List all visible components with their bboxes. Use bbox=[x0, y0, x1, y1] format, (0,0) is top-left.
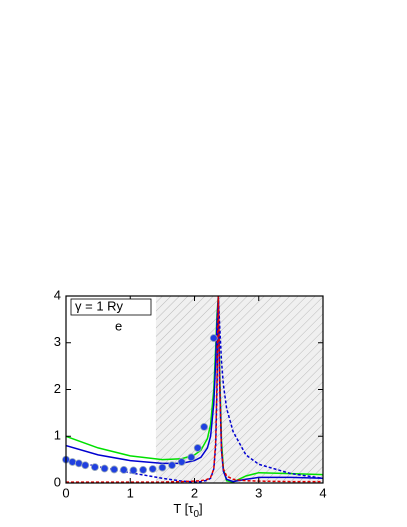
scatter-point bbox=[91, 463, 99, 472]
scatter-point bbox=[193, 444, 202, 452]
legend-box bbox=[70, 298, 152, 316]
x-axis-label: T [τ0] bbox=[173, 501, 202, 519]
scatter-point bbox=[177, 458, 186, 466]
x-tick-label: 3 bbox=[255, 485, 262, 500]
scatter-point bbox=[119, 466, 128, 474]
scatter-point bbox=[100, 464, 109, 473]
scatter-point bbox=[148, 465, 157, 473]
scatter-point bbox=[200, 422, 209, 431]
scatter-point bbox=[209, 334, 218, 342]
annotation: γ = 1 Ry bbox=[75, 298, 124, 313]
scatter-point bbox=[68, 458, 77, 466]
annotation: e bbox=[115, 318, 122, 333]
scatter-point bbox=[81, 461, 90, 470]
shaded-region bbox=[155, 296, 323, 483]
scatter-point bbox=[110, 465, 119, 474]
x-tick-label: 0 bbox=[62, 485, 69, 500]
y-tick-label: 1 bbox=[54, 428, 61, 443]
scatter-point bbox=[168, 461, 176, 470]
series-line bbox=[66, 295, 323, 483]
y-tick-label: 2 bbox=[54, 381, 61, 396]
x-label-end: ] bbox=[199, 501, 203, 516]
scatter-point bbox=[139, 466, 148, 474]
scatter-point bbox=[187, 453, 196, 462]
x-tick-label: 1 bbox=[127, 485, 134, 500]
x-label-sub: 0 bbox=[193, 509, 199, 520]
scatter-point bbox=[74, 459, 83, 468]
x-tick-label: 4 bbox=[319, 485, 326, 500]
y-tick-label: 0 bbox=[54, 474, 61, 489]
series-line bbox=[66, 295, 323, 483]
y-tick-label: 3 bbox=[54, 334, 61, 349]
x-label-main: T [τ bbox=[173, 501, 194, 516]
x-tick-label: 2 bbox=[191, 485, 198, 500]
scatter-point bbox=[129, 466, 138, 475]
y-tick-label: 4 bbox=[54, 287, 61, 302]
scatter-point bbox=[158, 463, 167, 472]
